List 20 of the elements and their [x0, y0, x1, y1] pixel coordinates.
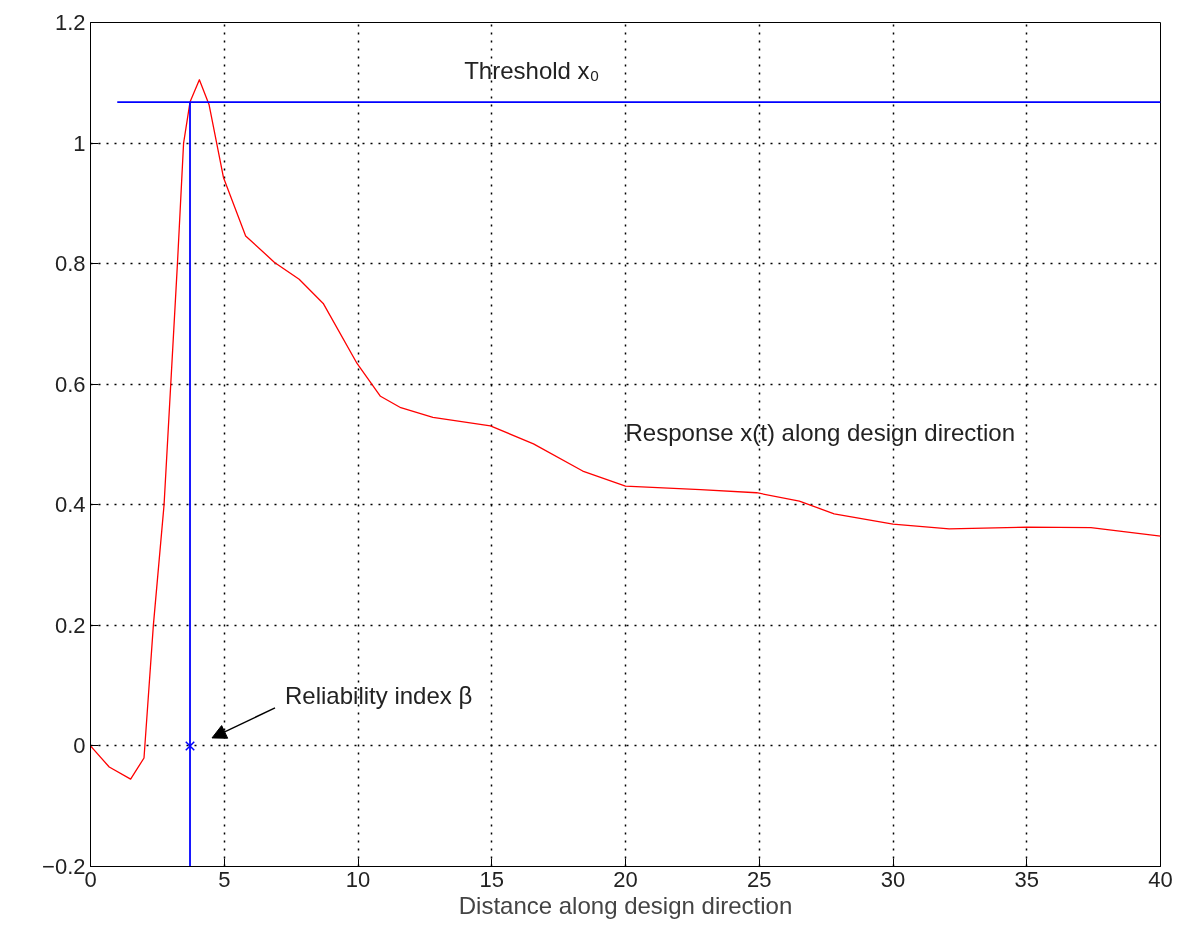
x-tick-label: 25	[747, 866, 772, 892]
y-tick-label: 0.6	[54, 371, 86, 397]
x-tick-label: 15	[479, 866, 504, 892]
y-tick-label: 1.2	[54, 10, 86, 35]
y-tick-label: 1	[73, 130, 86, 156]
x-tick-label: 30	[880, 866, 906, 892]
x-tick-label: 5	[218, 866, 231, 892]
x-axis-title: Distance along design direction	[458, 891, 793, 919]
x-tick-label: 10	[345, 866, 371, 892]
x-tick-label: 20	[613, 866, 638, 892]
y-tick-label: 0	[73, 733, 86, 759]
y-tick-label: 0.4	[54, 492, 86, 518]
y-tick-label: 0.2	[54, 612, 86, 638]
annotation: Reliability index β	[285, 682, 473, 710]
x-tick-label: 40	[1148, 866, 1173, 892]
annotation: Threshold x₀	[464, 57, 600, 85]
annotation: Response x(t) along design direction	[625, 419, 1016, 447]
y-tick-label: 0.8	[54, 251, 86, 277]
y-tick-label: −0.2	[42, 854, 86, 879]
x-tick-label: 35	[1014, 866, 1039, 892]
